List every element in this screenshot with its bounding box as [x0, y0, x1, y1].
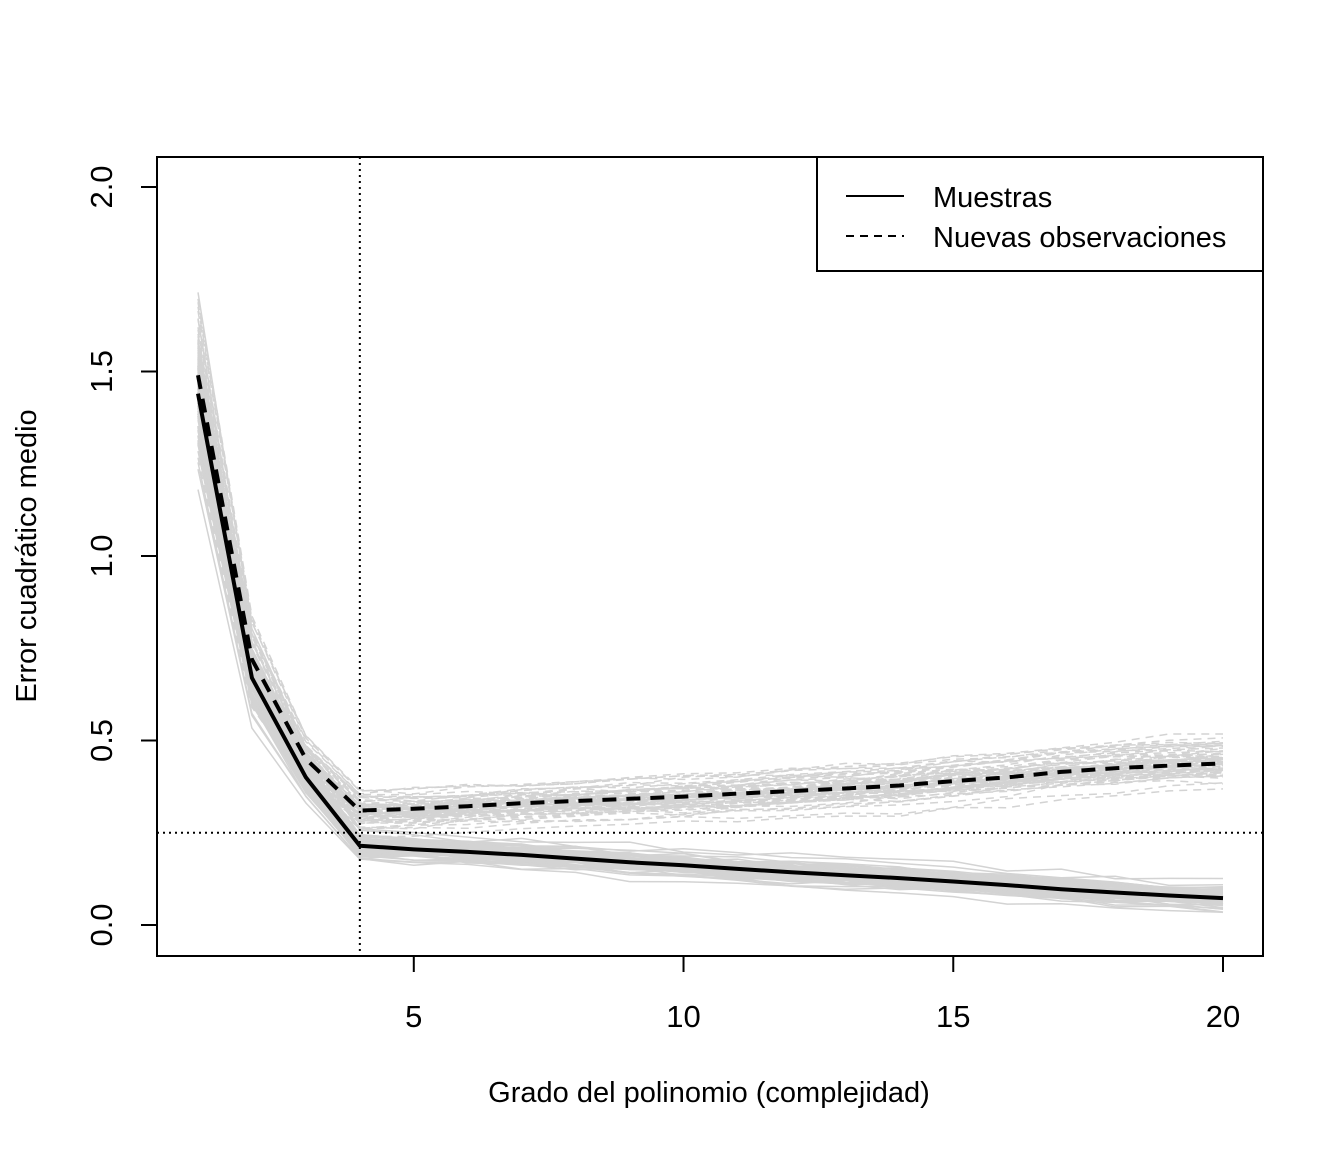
- replicate-new-observation-line: [197, 388, 1224, 815]
- replicate-new-observation-line: [197, 388, 1224, 816]
- replicate-new-observation-line: [197, 336, 1224, 802]
- replicate-new-observation-line: [197, 310, 1224, 795]
- replicate-new-observation-line: [197, 306, 1224, 795]
- replicate-new-observation-line: [197, 408, 1224, 824]
- replicate-new-observation-line: [197, 345, 1224, 803]
- replicate-new-observation-line: [197, 357, 1224, 807]
- replicate-sample-line: [197, 318, 1224, 887]
- replicate-new-observation-line: [197, 377, 1224, 812]
- x-tick-label: 10: [666, 999, 700, 1034]
- replicate-new-observation-line: [197, 375, 1224, 814]
- replicate-new-observation-line: [197, 394, 1223, 817]
- replicate-new-observation-line: [197, 358, 1224, 808]
- replicate-new-observation-line: [197, 387, 1224, 816]
- replicate-new-observation-line: [197, 369, 1224, 812]
- replicate-new-observation-line: [197, 374, 1224, 812]
- replicate-new-observation-line: [197, 341, 1224, 803]
- series-line-nuevas-observaciones: [196, 374, 1224, 813]
- replicate-new-observation-line: [197, 416, 1224, 824]
- replicate-new-observation-line: [197, 302, 1223, 792]
- replicate-new-observation-line: [197, 397, 1224, 817]
- x-axis-title: Grado del polinomio (complejidad): [488, 1077, 930, 1109]
- replicate-sample-line: [197, 489, 1224, 914]
- replicate-new-observation-line: [197, 402, 1224, 822]
- main-series-lines: [196, 374, 1224, 901]
- legend-item-muestras: Muestras: [933, 182, 1052, 214]
- legend: Muestras Nuevas observaciones: [816, 156, 1264, 272]
- replicate-sample-line: [197, 442, 1224, 906]
- replicate-sample-line: [197, 292, 1224, 880]
- y-tick-label: 0.0: [84, 903, 119, 946]
- replicate-new-observation-line: [197, 405, 1224, 822]
- replicate-sample-line: [197, 339, 1224, 893]
- y-tick-label: 1.5: [84, 350, 119, 393]
- reference-lines: [157, 157, 1263, 956]
- y-axis-title: Error cuadrático medio: [11, 409, 43, 702]
- replicate-new-observation-line: [197, 361, 1224, 806]
- replicate-new-observation-line: [197, 415, 1224, 825]
- series-line-muestras: [196, 393, 1224, 901]
- replicate-new-observation-line: [197, 413, 1224, 821]
- replicate-new-observation-line: [197, 365, 1224, 811]
- replicate-new-observation-line: [197, 367, 1224, 810]
- replicate-new-observation-line: [197, 352, 1224, 807]
- replicate-new-observation-line: [197, 392, 1224, 815]
- replicate-new-observation-line: [197, 430, 1224, 830]
- replicate-sample-line: [197, 427, 1224, 905]
- replicate-new-observation-line: [197, 319, 1224, 796]
- replicate-new-observation-line: [197, 333, 1224, 798]
- replicate-new-observation-line: [197, 375, 1224, 813]
- replicate-new-observation-line: [197, 382, 1224, 816]
- replicate-new-observation-line: [197, 392, 1224, 818]
- replicate-new-observation-line: [197, 366, 1224, 808]
- replicate-new-observation-line: [197, 365, 1224, 807]
- replicate-new-observation-line: [197, 329, 1224, 799]
- y-tick-label: 0.5: [84, 719, 119, 762]
- y-tick-label: 2.0: [84, 165, 119, 208]
- replicate-new-observation-line: [197, 374, 1224, 810]
- y-tick-label: 1.0: [84, 534, 119, 577]
- legend-item-nuevas-observaciones: Nuevas observaciones: [933, 222, 1226, 254]
- replicate-new-observation-line: [197, 410, 1224, 823]
- replicate-new-observation-line: [197, 341, 1224, 803]
- plot-frame: [156, 156, 1264, 957]
- replicate-new-observation-line: [197, 368, 1224, 808]
- replicate-new-observation-line: [197, 457, 1224, 838]
- x-tick-label: 20: [1206, 999, 1240, 1034]
- x-tick-label: 5: [405, 999, 422, 1034]
- legend-box: [816, 156, 1264, 272]
- x-axis: 5 10 15 20: [405, 955, 1240, 1034]
- replicate-new-observation-line: [197, 435, 1224, 830]
- replicate-new-observation-line: [197, 327, 1224, 800]
- x-tick-label: 15: [936, 999, 970, 1034]
- y-axis: 0.0 0.5 1.0 1.5 2.0: [84, 165, 158, 947]
- replicate-new-observation-line: [197, 360, 1224, 810]
- replicate-new-observation-line: [197, 298, 1224, 792]
- replicate-new-observation-line: [197, 388, 1224, 815]
- replicate-new-observation-line: [197, 413, 1224, 823]
- replicate-new-observation-line: [197, 359, 1224, 807]
- replicate-new-observation-line: [197, 351, 1224, 805]
- replicate-lines: [197, 292, 1224, 914]
- replicate-new-observation-line: [197, 371, 1224, 809]
